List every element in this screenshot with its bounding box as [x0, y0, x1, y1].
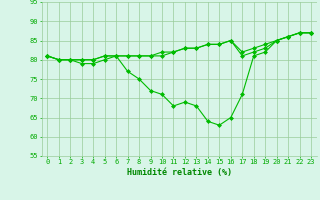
- X-axis label: Humidité relative (%): Humidité relative (%): [127, 168, 232, 177]
